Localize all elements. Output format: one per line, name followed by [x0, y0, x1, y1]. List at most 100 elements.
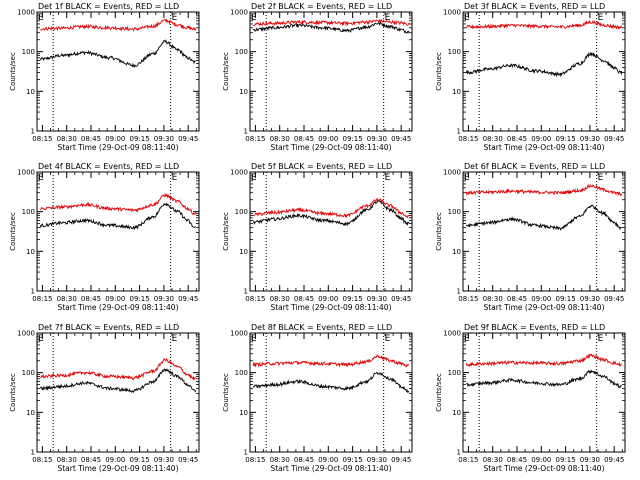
y-tick-label: 10 — [26, 248, 35, 256]
x-tick-label: 09:30 — [580, 135, 600, 143]
x-tick-label: 09:45 — [178, 295, 198, 303]
x-tick-label: 09:45 — [604, 295, 624, 303]
y-axis-label: Counts/sec — [9, 373, 17, 412]
plot-frame — [36, 11, 200, 132]
y-tick-label: 1000 — [443, 169, 461, 177]
x-tick-label: 09:00 — [105, 456, 125, 464]
x-tick-label: 09:00 — [531, 456, 551, 464]
y-axis-label: Counts/sec — [435, 52, 443, 91]
event-marker-label: E — [251, 173, 257, 183]
y-tick-label: 1 — [31, 128, 35, 136]
x-tick-label: 09:30 — [154, 456, 174, 464]
x-tick-label: 08:45 — [294, 135, 314, 143]
event-marker-label: E — [38, 334, 44, 344]
event-marker-label: E — [38, 13, 44, 23]
x-tick-label: 09:30 — [367, 456, 387, 464]
lld-series-line — [252, 197, 410, 219]
event-marker-label: E — [464, 173, 470, 183]
y-tick-label: 100 — [448, 48, 461, 56]
y-tick-label: 10 — [239, 248, 248, 256]
event-marker-label: E — [464, 334, 470, 344]
chart-panel-2: Det 2f BLACK = Events, RED = LLD 1 10 100 10… — [222, 2, 413, 152]
x-tick-label: 08:45 — [294, 295, 314, 303]
x-tick-label: 09:30 — [367, 295, 387, 303]
chart-title: Det 2f BLACK = Events, RED = LLD — [251, 2, 392, 11]
x-tick-label: 08:30 — [270, 135, 290, 143]
x-tick-label: 09:45 — [178, 135, 198, 143]
y-tick-label: 10 — [26, 88, 35, 96]
lld-series-line — [253, 18, 410, 27]
lld-series-line — [465, 353, 623, 368]
x-tick-label: 09:00 — [318, 295, 338, 303]
y-tick-label: 1 — [457, 128, 461, 136]
events-series-line — [466, 369, 623, 389]
event-marker-label: E — [251, 334, 257, 344]
y-axis-label: Counts/sec — [435, 373, 443, 412]
x-tick-label: 09:00 — [531, 135, 551, 143]
x-tick-label: 09:15 — [130, 295, 150, 303]
event-marker-label: E — [385, 173, 391, 183]
y-tick-label: 1 — [244, 449, 248, 457]
x-tick-label: 09:00 — [318, 456, 338, 464]
y-tick-label: 1000 — [230, 9, 248, 17]
y-tick-label: 1000 — [443, 9, 461, 17]
x-axis-label: Start Time (29-Oct-09 08:11:40) — [270, 464, 391, 473]
x-tick-label: 09:15 — [556, 456, 576, 464]
y-tick-label: 1 — [244, 128, 248, 136]
x-tick-label: 09:15 — [556, 135, 576, 143]
event-marker-label: E — [172, 13, 178, 23]
x-tick-label: 08:30 — [270, 456, 290, 464]
y-tick-label: 100 — [22, 48, 35, 56]
x-tick-label: 09:30 — [154, 295, 174, 303]
event-marker-label: E — [172, 334, 178, 344]
lld-series-line — [465, 19, 623, 31]
chart-title: Det 7f BLACK = Events, RED = LLD — [38, 323, 179, 332]
y-axis-label: Counts/sec — [222, 52, 230, 91]
plot-frame — [462, 171, 626, 292]
x-tick-label: 08:45 — [81, 456, 101, 464]
x-tick-label: 09:15 — [130, 135, 150, 143]
event-marker-label: E — [385, 13, 391, 23]
chart-title: Det 4f BLACK = Events, RED = LLD — [38, 162, 179, 171]
x-tick-label: 09:30 — [580, 456, 600, 464]
x-tick-label: 08:15 — [32, 456, 52, 464]
y-tick-label: 1 — [457, 449, 461, 457]
y-tick-label: 100 — [448, 208, 461, 216]
x-tick-label: 09:15 — [556, 295, 576, 303]
x-tick-label: 09:30 — [154, 135, 174, 143]
y-tick-label: 100 — [235, 48, 248, 56]
events-series-line — [39, 368, 197, 394]
y-tick-label: 1 — [244, 288, 248, 296]
x-tick-label: 09:45 — [178, 456, 198, 464]
x-axis-label: Start Time (29-Oct-09 08:11:40) — [57, 303, 178, 312]
chart-panel-8: Det 8f BLACK = Events, RED = LLD 1 10 100 10… — [222, 323, 413, 473]
chart-panel-3: Det 3f BLACK = Events, RED = LLD 1 10 100 10… — [435, 2, 626, 152]
event-marker-label: E — [38, 173, 44, 183]
y-tick-label: 1000 — [230, 169, 248, 177]
chart-title: Det 9f BLACK = Events, RED = LLD — [464, 323, 605, 332]
y-tick-label: 10 — [452, 88, 461, 96]
y-axis-label: Counts/sec — [9, 52, 17, 91]
x-tick-label: 09:15 — [343, 295, 363, 303]
y-tick-label: 100 — [448, 369, 461, 377]
plot-frame — [249, 171, 413, 292]
event-marker-label: E — [385, 334, 391, 344]
x-tick-label: 09:30 — [367, 135, 387, 143]
lld-series-line — [39, 18, 197, 32]
x-tick-label: 08:45 — [507, 295, 527, 303]
y-tick-label: 1000 — [230, 330, 248, 338]
events-series-line — [39, 39, 196, 69]
x-tick-label: 08:15 — [32, 295, 52, 303]
plot-frame — [249, 332, 413, 453]
x-tick-label: 09:45 — [391, 295, 411, 303]
x-axis-label: Start Time (29-Oct-09 08:11:40) — [483, 303, 604, 312]
plot-frame — [36, 332, 200, 453]
chart-panel-9: Det 9f BLACK = Events, RED = LLD 1 10 100 10… — [435, 323, 626, 473]
y-tick-label: 1000 — [17, 330, 35, 338]
chart-panel-7: Det 7f BLACK = Events, RED = LLD 1 10 100 10… — [9, 323, 200, 473]
x-tick-label: 09:00 — [531, 295, 551, 303]
y-axis-label: Counts/sec — [435, 212, 443, 251]
x-tick-label: 08:45 — [294, 456, 314, 464]
events-series-line — [465, 204, 622, 231]
x-tick-label: 08:45 — [81, 295, 101, 303]
